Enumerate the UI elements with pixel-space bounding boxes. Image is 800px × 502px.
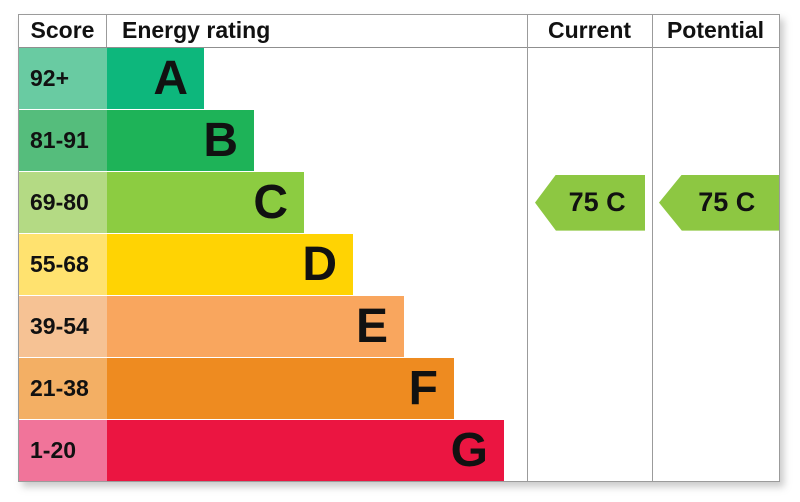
header-potential: Potential	[666, 17, 765, 43]
rating-bar-C: C	[107, 172, 304, 233]
rating-row-D: 55-68 D	[19, 234, 779, 296]
rating-bar-F: F	[107, 358, 454, 419]
score-range-A: 92+	[19, 48, 107, 109]
potential-rating-label: 75 C	[698, 187, 756, 218]
rating-bar-A: A	[107, 48, 204, 109]
rating-bar-G: G	[107, 420, 504, 481]
rating-rows: 92+ A 81-91 B 69-80 C 55-68 D 39-54 E 21-38 F 1-20 G	[19, 48, 779, 481]
current-rating-arrow: 75 C	[535, 174, 645, 231]
score-range-D: 55-68	[19, 234, 107, 295]
rating-bar-B: B	[107, 110, 254, 171]
header-current: Current	[547, 17, 632, 43]
potential-column-divider	[652, 15, 653, 481]
score-range-F: 21-38	[19, 358, 107, 419]
table-header: Score Energy rating Current Potential	[19, 15, 779, 48]
score-range-G: 1-20	[19, 420, 107, 481]
rating-letter-G: G	[450, 423, 488, 477]
current-rating-label: 75 C	[568, 187, 626, 218]
rating-letter-E: E	[355, 299, 388, 353]
header-score: Score	[19, 15, 107, 47]
rating-letter-A: A	[153, 51, 188, 105]
current-column-divider	[527, 15, 528, 481]
rating-table: Score Energy rating Current Potential 92…	[18, 14, 780, 482]
rating-row-E: 39-54 E	[19, 296, 779, 358]
rating-row-C: 69-80 C	[19, 172, 779, 234]
rating-row-F: 21-38 F	[19, 358, 779, 420]
rating-letter-B: B	[203, 113, 238, 167]
rating-row-A: 92+ A	[19, 48, 779, 110]
potential-rating-arrow: 75 C	[659, 174, 779, 231]
score-range-C: 69-80	[19, 172, 107, 233]
rating-bar-E: E	[107, 296, 404, 357]
rating-bar-D: D	[107, 234, 353, 295]
score-range-E: 39-54	[19, 296, 107, 357]
rating-row-B: 81-91 B	[19, 110, 779, 172]
score-range-B: 81-91	[19, 110, 107, 171]
rating-letter-D: D	[302, 237, 337, 291]
header-energy-rating: Energy rating	[122, 17, 271, 43]
rating-letter-C: C	[253, 175, 288, 229]
rating-letter-F: F	[408, 361, 438, 415]
rating-row-G: 1-20 G	[19, 420, 779, 481]
